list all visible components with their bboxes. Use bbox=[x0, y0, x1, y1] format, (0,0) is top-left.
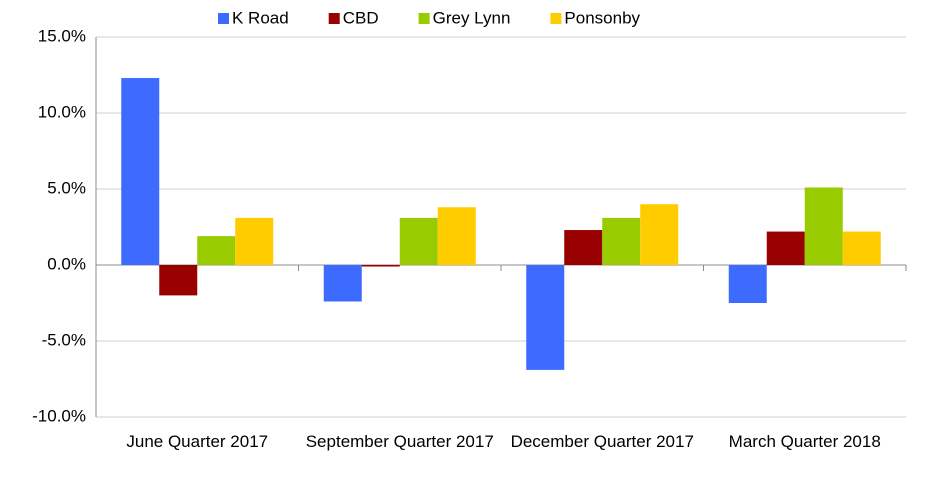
bar bbox=[197, 236, 236, 265]
bar bbox=[361, 265, 400, 267]
y-tick-label: 15.0% bbox=[38, 26, 86, 45]
bar bbox=[842, 231, 881, 265]
bar bbox=[564, 230, 603, 265]
y-tick-label: -5.0% bbox=[42, 330, 86, 349]
bar bbox=[804, 187, 843, 265]
legend-swatch bbox=[418, 13, 430, 24]
bar bbox=[323, 265, 362, 302]
bar bbox=[437, 207, 476, 265]
y-tick-label: -10.0% bbox=[32, 406, 86, 425]
bar bbox=[121, 78, 160, 265]
bar bbox=[235, 217, 274, 265]
bar bbox=[728, 265, 767, 303]
bar bbox=[602, 217, 641, 265]
y-tick-label: 5.0% bbox=[47, 178, 86, 197]
y-tick-label: 10.0% bbox=[38, 102, 86, 121]
legend-label: Ponsonby bbox=[564, 8, 640, 27]
bar bbox=[399, 217, 438, 265]
x-tick-label: December Quarter 2017 bbox=[510, 432, 694, 451]
legend-label: Grey Lynn bbox=[433, 8, 511, 27]
legend-swatch bbox=[550, 13, 562, 24]
bar bbox=[526, 265, 565, 370]
legend-label: CBD bbox=[343, 8, 379, 27]
legend-swatch bbox=[328, 13, 340, 24]
x-tick-label: March Quarter 2018 bbox=[728, 432, 881, 451]
bar bbox=[159, 265, 198, 296]
x-tick-label: June Quarter 2017 bbox=[126, 432, 269, 451]
x-tick-label: September Quarter 2017 bbox=[305, 432, 494, 451]
bar bbox=[766, 231, 805, 265]
legend-label: K Road bbox=[232, 8, 289, 27]
bar bbox=[640, 204, 679, 265]
legend-swatch bbox=[218, 13, 229, 24]
y-tick-label: 0.0% bbox=[47, 254, 86, 273]
